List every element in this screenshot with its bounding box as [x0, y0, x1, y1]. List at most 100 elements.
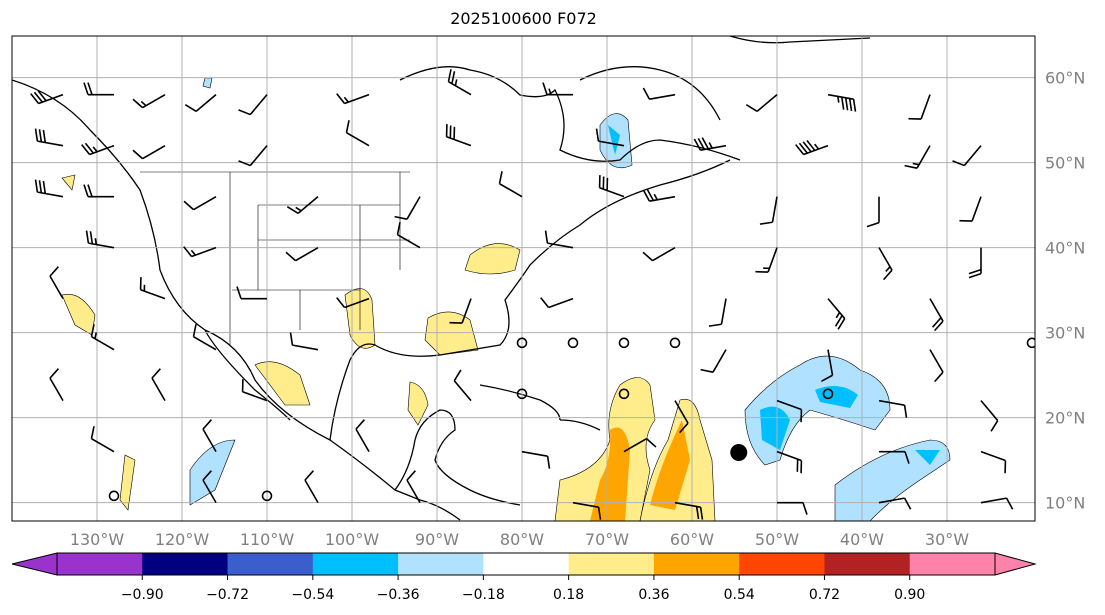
colorbar-segment: [824, 553, 911, 575]
colorbar-tick-label: 0.54: [724, 587, 755, 603]
barb-full: [597, 507, 602, 520]
wind-barb: [542, 82, 573, 96]
barb-full: [959, 219, 973, 222]
barb-full: [83, 82, 89, 95]
barb-full: [800, 460, 803, 474]
barb-full: [396, 222, 401, 235]
barb-half: [653, 193, 658, 201]
barb-full: [90, 324, 95, 337]
wind-barb: [236, 286, 267, 300]
colorbar-tick-label: −0.36: [377, 587, 420, 603]
barb-full: [37, 90, 47, 102]
wind-barb: [827, 298, 846, 330]
barb-staff: [548, 297, 574, 309]
barb-full: [38, 129, 43, 142]
longitude-label: 130°W: [70, 530, 125, 549]
calm-markers: [108, 337, 1035, 502]
barb-staff: [142, 144, 166, 160]
gridlines: [12, 36, 1035, 521]
barb-full: [202, 470, 212, 481]
barb-full: [544, 230, 549, 244]
barb-full: [151, 368, 161, 379]
barb-full: [42, 129, 47, 143]
barb-staff: [878, 399, 905, 406]
barb-full: [598, 175, 601, 188]
barb-full: [33, 91, 43, 103]
wind-barb: [878, 497, 912, 510]
longitude-label: 50°W: [755, 530, 799, 549]
wind-barb: [866, 196, 880, 228]
barb-full: [695, 506, 700, 520]
barb-staff: [929, 298, 944, 322]
barb-full: [183, 246, 193, 258]
barb-full: [800, 409, 803, 423]
barb-half: [94, 238, 98, 245]
barb-staff: [297, 196, 319, 214]
barb-full: [904, 451, 910, 464]
wind-barb: [49, 266, 64, 300]
barb-full: [241, 379, 244, 392]
barb-full: [81, 144, 91, 156]
barb-half: [912, 162, 920, 166]
barb-full: [796, 459, 799, 472]
barb-staff: [700, 144, 727, 151]
wind-barb: [674, 501, 704, 520]
wind-barb: [929, 298, 944, 332]
wind-barb: [183, 246, 217, 258]
barb-full: [453, 126, 456, 140]
barb-full: [34, 179, 39, 193]
barb-staff: [803, 144, 829, 156]
barb-staff: [547, 242, 574, 249]
barb-staff: [980, 497, 1007, 504]
barb-full: [968, 268, 982, 275]
longitude-label: 100°W: [325, 530, 380, 549]
barb-staff: [916, 145, 931, 169]
barb-full: [85, 230, 90, 244]
barb-full: [30, 93, 40, 105]
barb-full: [394, 215, 408, 220]
barb-full: [49, 368, 59, 379]
barb-full: [132, 149, 144, 160]
barb-full: [852, 99, 857, 112]
barb-full: [542, 82, 548, 95]
barb-staff: [453, 380, 472, 402]
barb-staff: [346, 131, 370, 147]
barb-full: [679, 422, 689, 434]
wind-barb: [821, 349, 834, 382]
barb-staff: [623, 437, 647, 453]
barb-staff: [193, 195, 217, 211]
barb-full: [546, 456, 551, 469]
barb-staff: [193, 335, 217, 351]
longitude-label: 90°W: [415, 530, 459, 549]
colorbar-segment: [483, 553, 570, 575]
barb-staff: [292, 344, 319, 351]
wind-barb: [878, 247, 893, 281]
longitude-label: 60°W: [670, 530, 714, 549]
barb-staff: [49, 377, 64, 402]
wind-barb: [623, 437, 657, 453]
colorbar-tick-label: −0.54: [291, 587, 334, 603]
colorbar-segment: [909, 553, 996, 575]
barb-full: [700, 368, 714, 373]
colorbar-tick-label: −0.90: [121, 587, 164, 603]
wind-barb: [396, 222, 421, 249]
latitude-label: 20°N: [1045, 409, 1085, 428]
barb-full: [646, 188, 655, 201]
barb-full: [708, 323, 722, 327]
wind-barb: [192, 324, 217, 351]
barb-full: [38, 180, 43, 193]
barb-full: [238, 109, 251, 116]
barb-full: [87, 184, 93, 197]
barb-staff: [878, 247, 893, 271]
wind-barb: [83, 184, 114, 198]
latitude-label: 10°N: [1045, 494, 1085, 513]
barb-full: [848, 98, 853, 112]
barb-half: [708, 142, 713, 149]
barb-full: [802, 502, 808, 515]
calm-circle: [618, 337, 630, 349]
barb-staff: [151, 377, 166, 402]
calm-circle: [567, 337, 579, 349]
barb-full: [837, 318, 846, 330]
barb-staff: [771, 196, 778, 223]
colorbar-tick-label: 0.36: [638, 587, 669, 603]
